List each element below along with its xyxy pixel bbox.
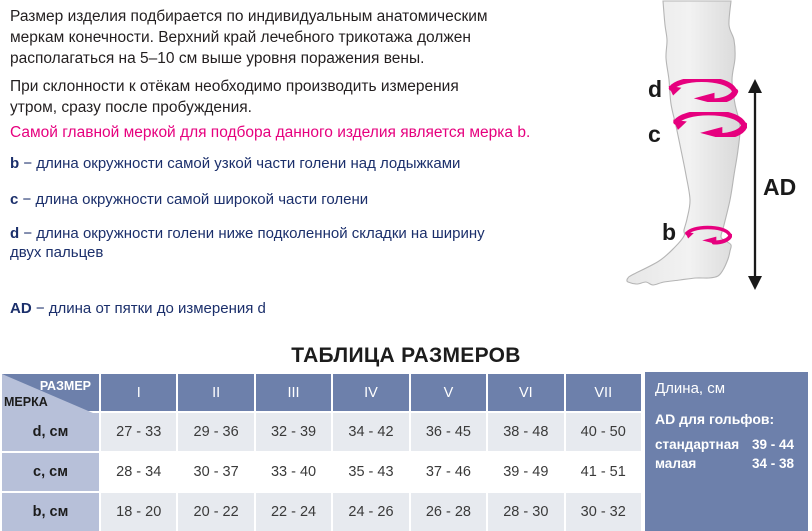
svg-text:c: c: [648, 121, 661, 147]
svg-text:b: b: [662, 219, 676, 245]
svg-text:d: d: [648, 76, 662, 102]
svg-text:AD: AD: [763, 174, 796, 200]
